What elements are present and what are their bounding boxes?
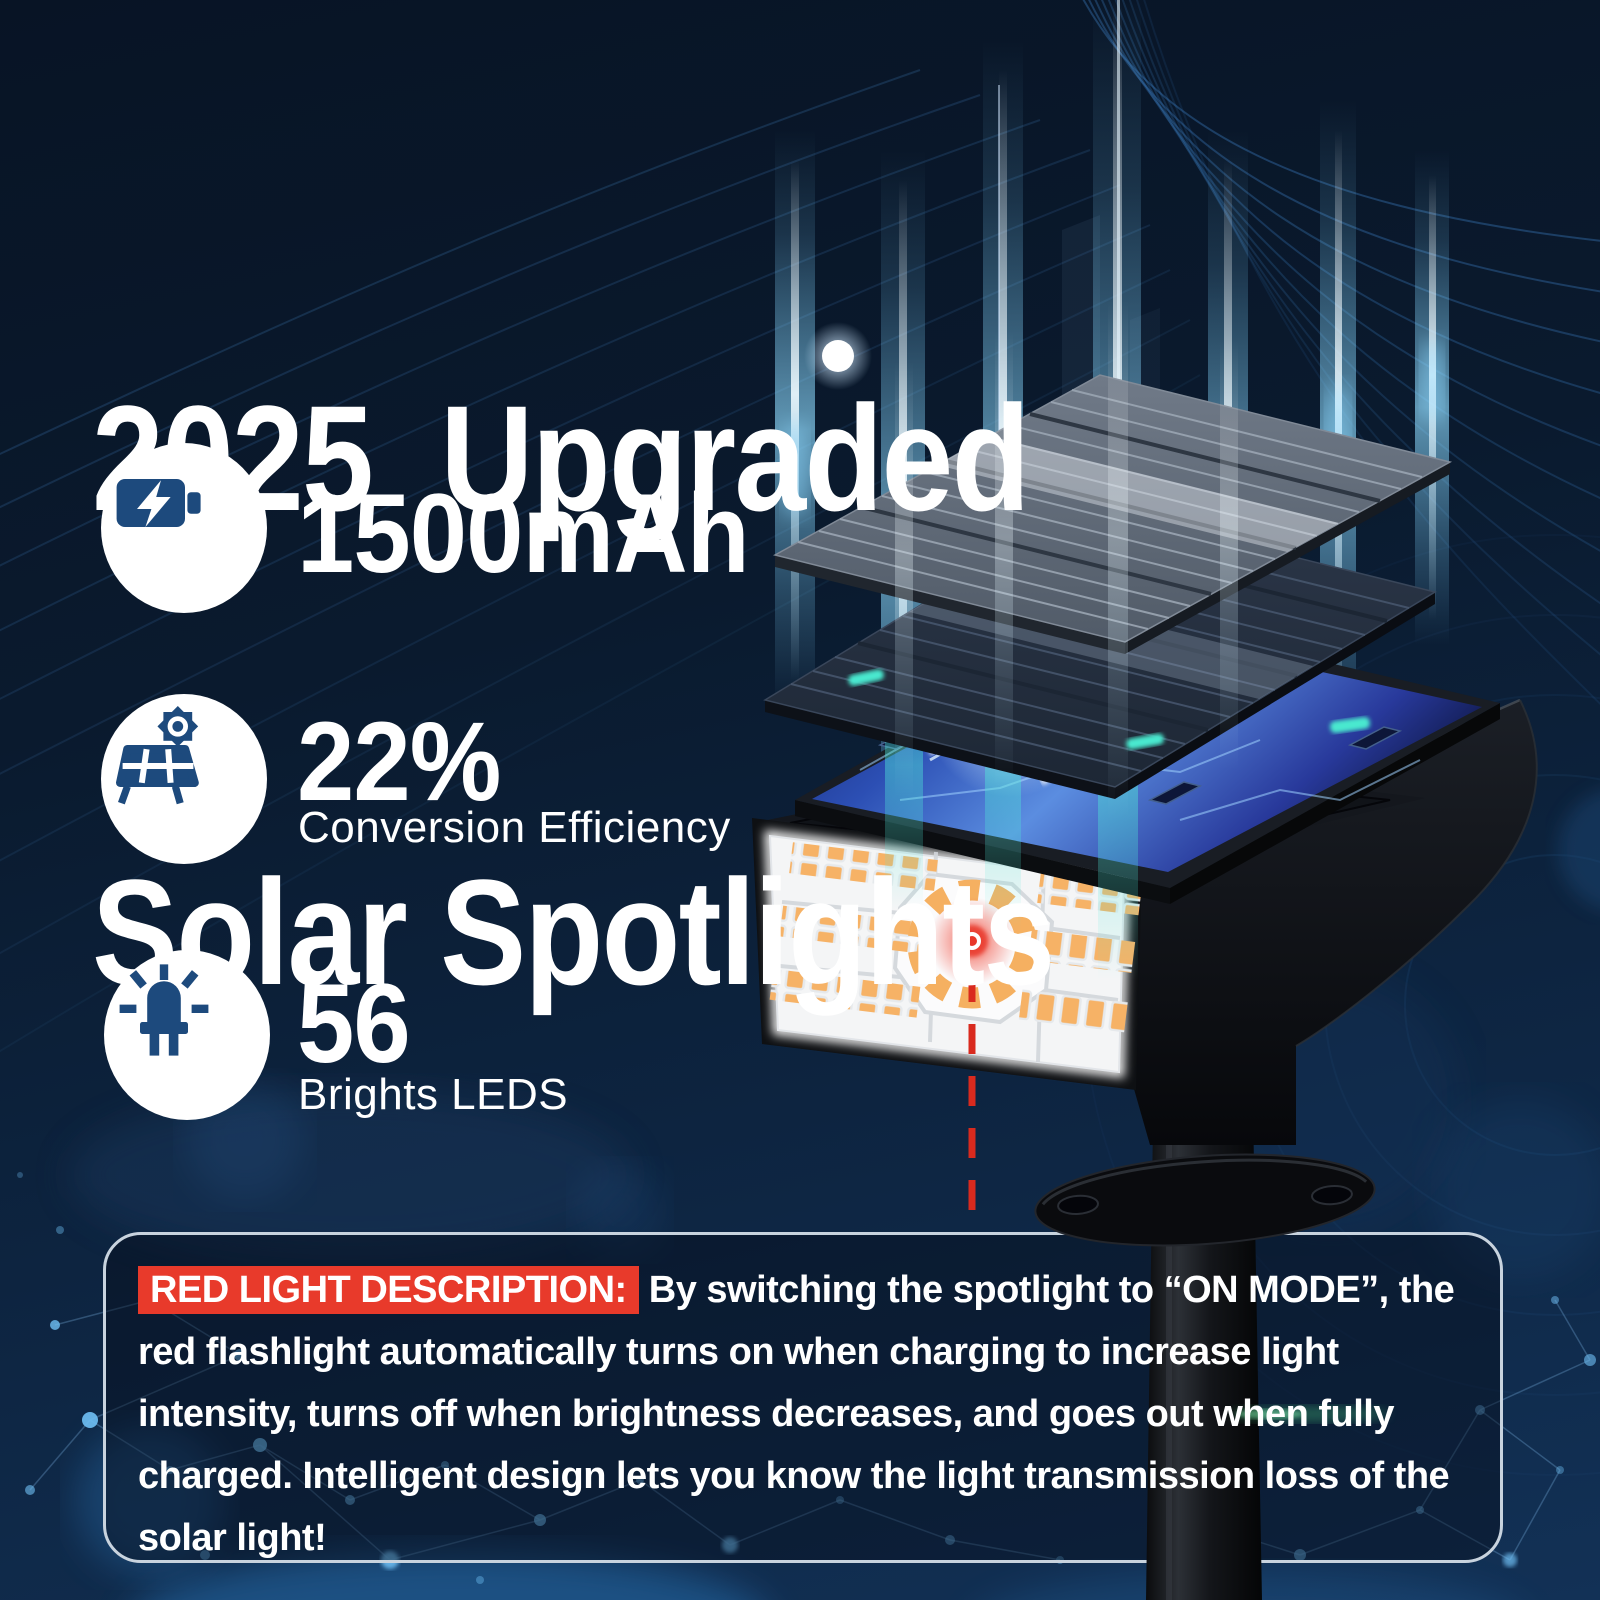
solar-panel-icon: [101, 694, 267, 864]
led-bulb-icon: [119, 964, 209, 1056]
screw-hole: [1057, 1194, 1099, 1215]
feature-value-battery: 1500mAh: [297, 471, 750, 596]
light-spark: [804, 322, 872, 390]
sun-burst: [157, 706, 199, 747]
red-light-description-text: RED LIGHT DESCRIPTION: By switching the …: [138, 1259, 1478, 1569]
feature-label-leds: Brights LEDS: [298, 1070, 569, 1119]
red-indicator: [928, 897, 1016, 1232]
plexus-network: [17, 1172, 1596, 1584]
bracket-arm: [1132, 700, 1537, 1145]
led-icon: [104, 950, 270, 1120]
battery-charging-icon: [116, 479, 201, 527]
indicator-lights: [848, 669, 1370, 750]
red-light-description-body: By switching the spotlight to “ON MODE”,…: [138, 1269, 1455, 1559]
page-title: 2025 Upgraded Solar Spotlights: [92, 63, 1055, 1327]
feature-label-efficiency: Conversion Efficiency: [298, 803, 731, 852]
light-beams-front: [895, 300, 1238, 820]
feature-value-leds: 56: [297, 961, 411, 1086]
screw-hole: [1311, 1185, 1353, 1206]
solar-panel-sun-icon: [116, 706, 199, 805]
battery-icon: [101, 443, 267, 613]
red-light-description-highlight: RED LIGHT DESCRIPTION:: [138, 1266, 639, 1314]
mounting-flange: [1034, 1153, 1376, 1247]
feature-value-efficiency: 22%: [297, 699, 501, 824]
